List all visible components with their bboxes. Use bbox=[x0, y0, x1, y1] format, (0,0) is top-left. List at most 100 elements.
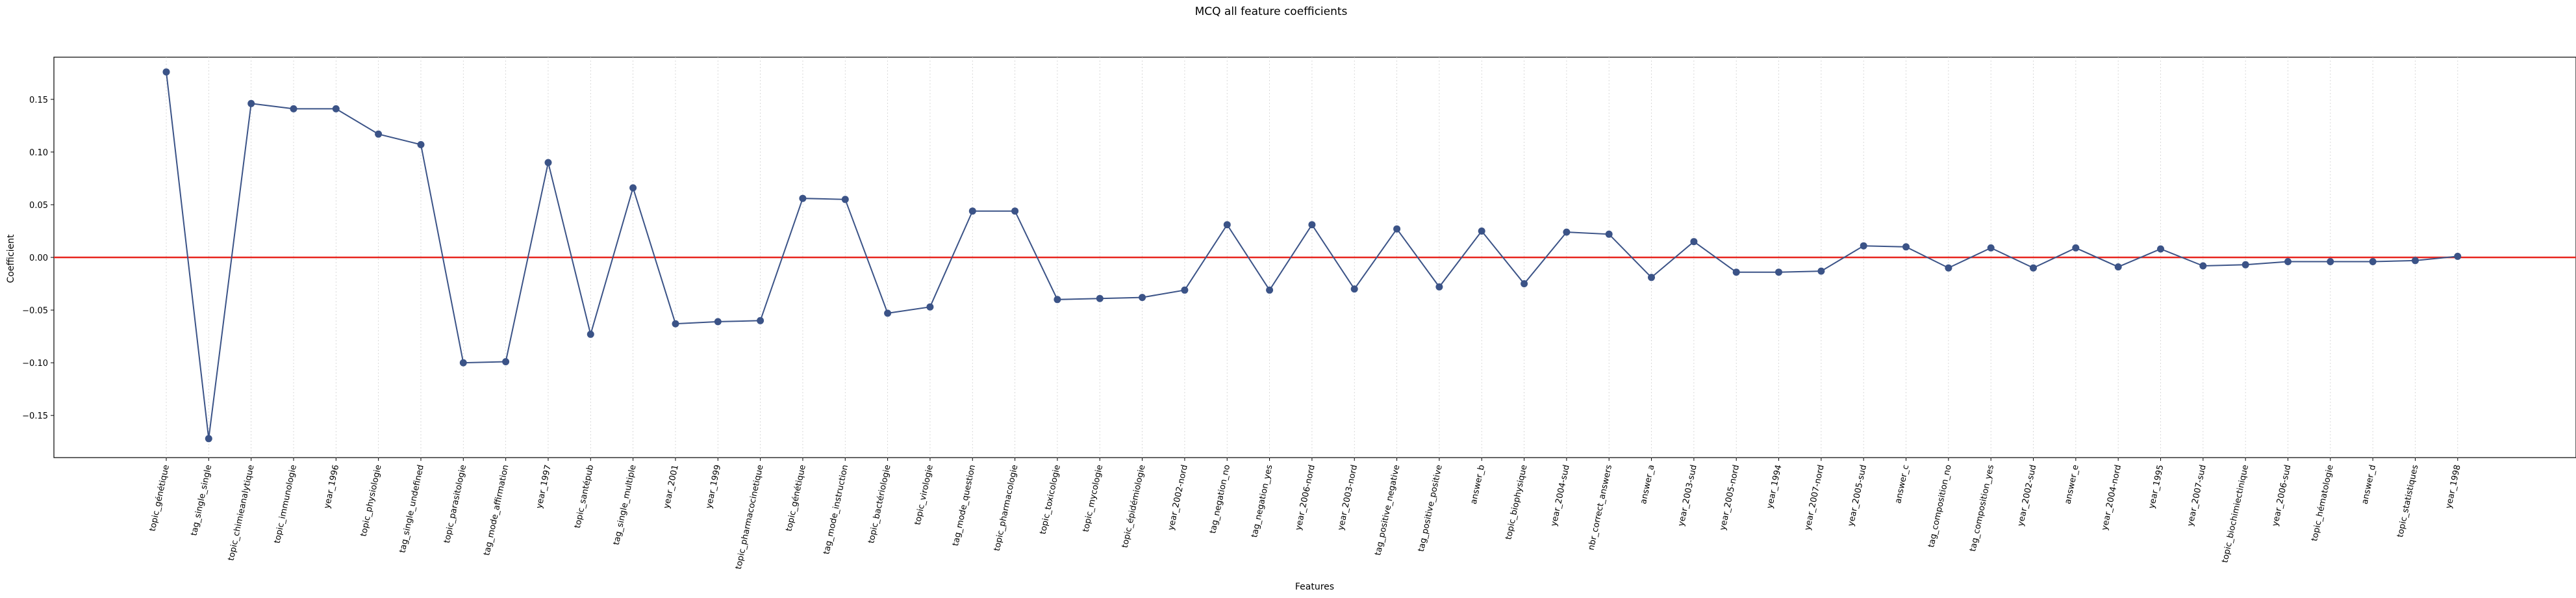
x-tick-label: year_1999 bbox=[704, 464, 723, 510]
x-tick-label: answer_a bbox=[1639, 464, 1656, 505]
data-point bbox=[1521, 280, 1528, 287]
x-tick-label: year_1995 bbox=[2147, 464, 2166, 510]
x-tick-label: topic_immunologie bbox=[273, 464, 299, 545]
x-tick-label: topic_virologie bbox=[913, 464, 935, 526]
data-point bbox=[247, 99, 255, 107]
x-tick-label: year_2004-nord bbox=[2100, 464, 2123, 532]
data-point bbox=[884, 309, 892, 317]
data-point bbox=[1181, 286, 1189, 294]
x-tick-label: tag_positive_negative bbox=[1373, 464, 1402, 556]
series-line bbox=[166, 72, 2458, 439]
x-tick-label: year_2003-nord bbox=[1336, 464, 1359, 532]
x-tick-label: topic_biophysique bbox=[1504, 464, 1529, 541]
data-point bbox=[1605, 230, 1613, 238]
data-point bbox=[2072, 244, 2080, 252]
x-tick-label: topic_statistiques bbox=[2395, 463, 2420, 538]
x-tick-label: year_2005-nord bbox=[1718, 464, 1741, 532]
x-tick-label: topic_pharmacologie bbox=[992, 464, 1020, 552]
data-point bbox=[1393, 225, 1401, 233]
data-point bbox=[2199, 262, 2207, 270]
data-point bbox=[332, 105, 340, 112]
x-tick-label: year_2001 bbox=[662, 464, 681, 510]
data-point bbox=[1054, 296, 1061, 304]
data-point bbox=[2369, 258, 2377, 265]
x-tick-label: topic_génétique bbox=[148, 464, 171, 532]
x-tick-label: tag_single_undefined bbox=[398, 464, 425, 554]
y-tick-label: 0.00 bbox=[29, 254, 48, 263]
data-point bbox=[417, 141, 425, 148]
x-tick-label: topic_physiologie bbox=[359, 464, 383, 538]
x-tick-label: topic_mycologie bbox=[1081, 464, 1105, 533]
x-tick-label: year_1996 bbox=[322, 464, 341, 510]
data-point bbox=[1011, 207, 1019, 215]
x-tick-label: topic_toxicologie bbox=[1038, 464, 1062, 536]
data-point bbox=[714, 318, 722, 326]
coefficient-series bbox=[162, 68, 2462, 443]
data-point bbox=[1648, 274, 1655, 281]
x-tick-label: tag_mode_affirmation bbox=[482, 464, 511, 556]
data-point bbox=[2241, 261, 2249, 268]
x-tick-label: tag_composition_no bbox=[1926, 464, 1954, 549]
x-tick-label: year_2007-nord bbox=[1803, 464, 1826, 532]
x-tick-label: nbr_correct_answers bbox=[1587, 464, 1615, 551]
x-tick-label: year_2005-sud bbox=[1846, 464, 1869, 528]
data-point bbox=[587, 330, 594, 338]
x-tick-label: tag_single_multiple bbox=[612, 464, 638, 546]
y-tick-label: −0.10 bbox=[22, 359, 48, 369]
chart-title: MCQ all feature coefficients bbox=[1195, 5, 1348, 18]
x-tick-label: year_2002-sud bbox=[2016, 464, 2039, 528]
y-axis-title: Coefficient bbox=[6, 234, 16, 283]
data-point bbox=[799, 194, 807, 202]
data-point bbox=[2454, 252, 2462, 260]
x-tick-label: year_2006-sud bbox=[2271, 464, 2293, 528]
data-point bbox=[205, 435, 212, 443]
data-point bbox=[1308, 221, 1316, 229]
x-tick-label: answer_e bbox=[2063, 464, 2080, 505]
x-tick-label: topic_hématologie bbox=[2310, 464, 2336, 542]
x-tick-label: topic_pharmacocinetique bbox=[734, 464, 766, 571]
data-point bbox=[1987, 244, 1995, 252]
data-point bbox=[544, 159, 552, 166]
data-point bbox=[629, 184, 637, 192]
data-point bbox=[1350, 285, 1358, 293]
x-tick-label: tag_positive_positive bbox=[1417, 464, 1445, 552]
x-tick-label: topic_chimieanalytique bbox=[227, 464, 257, 562]
x-tick-label: topic_santépub bbox=[573, 464, 596, 529]
data-point bbox=[2030, 264, 2037, 272]
data-point bbox=[841, 196, 849, 203]
x-tick-label: answer_b bbox=[1469, 464, 1487, 505]
data-point bbox=[757, 317, 764, 324]
x-tick-label: topic_bactériologie bbox=[866, 464, 892, 545]
data-point bbox=[1945, 264, 1952, 272]
data-point bbox=[1775, 268, 1782, 276]
x-tick-label: year_2007-sud bbox=[2186, 464, 2208, 528]
data-point bbox=[926, 303, 934, 311]
x-tick-label: tag_negation_no bbox=[1208, 464, 1232, 535]
data-point bbox=[375, 130, 383, 138]
x-tick-label: topic_parasitologie bbox=[442, 464, 468, 544]
y-tick-label: 0.05 bbox=[29, 201, 48, 211]
data-point bbox=[2284, 258, 2292, 265]
x-tick-label: answer_c bbox=[1893, 464, 1911, 504]
y-tick-label: −0.15 bbox=[22, 411, 48, 421]
data-point bbox=[968, 207, 976, 215]
data-point bbox=[2157, 245, 2164, 253]
data-point bbox=[1266, 286, 1274, 294]
data-point bbox=[1478, 228, 1485, 235]
x-tick-label: tag_mode_question bbox=[951, 464, 978, 547]
x-tick-label: tag_composition_yes bbox=[1968, 464, 1996, 552]
x-tick-label: year_2002-nord bbox=[1167, 464, 1190, 532]
x-tick-label: topic_biochimiectinique bbox=[2220, 464, 2251, 564]
data-point bbox=[1732, 268, 1740, 276]
y-tick-label: −0.05 bbox=[22, 306, 48, 316]
x-tick-label: year_2004-sud bbox=[1549, 464, 1572, 528]
x-axis: topic_génétique tag_single_single topic_ch… bbox=[148, 458, 2463, 570]
y-tick-label: 0.15 bbox=[29, 96, 48, 105]
x-tick-label: topic_épidémiologie bbox=[1120, 464, 1148, 549]
data-point bbox=[1096, 294, 1104, 302]
data-point bbox=[459, 359, 467, 367]
data-point bbox=[2412, 257, 2419, 265]
x-tick-label: year_2003-sud bbox=[1676, 464, 1699, 528]
data-point bbox=[2114, 263, 2122, 271]
